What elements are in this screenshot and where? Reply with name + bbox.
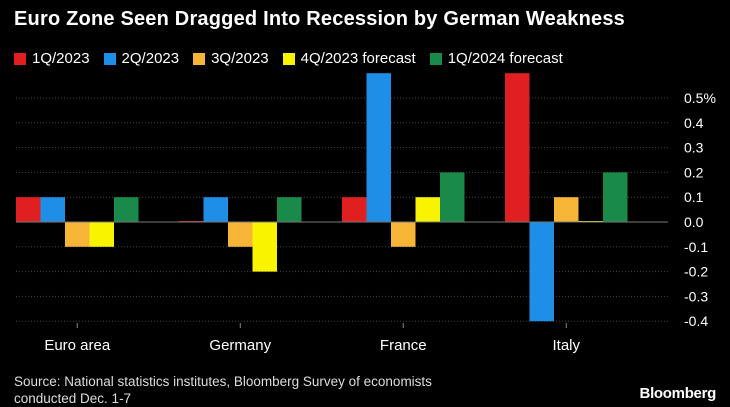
legend-label: 2Q/2023: [121, 50, 180, 67]
bar: [228, 222, 253, 247]
bar: [89, 222, 114, 247]
legend-label: 4Q/2023 forecast: [300, 50, 416, 67]
bar: [40, 197, 65, 222]
y-tick-label: 0.5%: [684, 90, 716, 106]
bar: [16, 197, 41, 222]
bar: [415, 197, 440, 222]
bar: [391, 222, 416, 247]
y-tick-label: 0.4: [684, 115, 704, 131]
legend-item: 1Q/2024 forecast: [429, 50, 563, 67]
bar: [554, 197, 579, 222]
legend-swatch: [282, 52, 295, 65]
bar: [603, 172, 628, 222]
legend-item: 2Q/2023: [103, 50, 180, 67]
y-tick-label: 0.3: [684, 140, 704, 156]
legend-item: 1Q/2023: [14, 50, 90, 67]
source-line: conducted Dec. 1-7: [14, 391, 132, 406]
y-tick-label: -0.4: [684, 313, 708, 329]
legend-label: 3Q/2023: [211, 50, 269, 67]
y-tick-label: 0.0: [684, 214, 704, 230]
legend-swatch: [103, 52, 116, 65]
bloomberg-logo: Bloomberg: [639, 385, 717, 402]
y-tick-label: -0.3: [684, 288, 708, 304]
bar: [342, 197, 367, 222]
source-note: Source: National statistics institutes, …: [14, 373, 432, 407]
bar: [505, 73, 530, 222]
legend: 1Q/2023 2Q/2023 3Q/2023 4Q/2023 forecast…: [14, 50, 563, 67]
legend-label: 1Q/2023: [32, 50, 90, 67]
y-tick-label: -0.2: [684, 264, 708, 280]
chart-title: Euro Zone Seen Dragged Into Recession by…: [14, 8, 626, 30]
bar: [529, 222, 554, 322]
source-line: Source: National statistics institutes, …: [14, 374, 432, 389]
bar: [440, 172, 465, 222]
legend-label: 1Q/2024 forecast: [447, 50, 563, 67]
bar: [277, 197, 302, 222]
x-tick-label: France: [380, 337, 427, 354]
x-tick-label: Italy: [552, 337, 580, 354]
y-tick-label: 0.1: [684, 189, 704, 205]
legend-swatch: [14, 52, 26, 65]
legend-swatch: [193, 52, 206, 65]
y-tick-label: -0.1: [684, 239, 708, 255]
bar: [203, 197, 228, 222]
bar: [65, 222, 90, 247]
x-tick-label: Euro area: [44, 337, 111, 354]
bar: [114, 197, 139, 222]
legend-swatch: [429, 52, 442, 65]
bar: [252, 222, 277, 272]
legend-item: 4Q/2023 forecast: [282, 50, 416, 67]
legend-item: 3Q/2023: [193, 50, 269, 67]
bar: [366, 73, 391, 222]
x-tick-label: Germany: [209, 337, 271, 354]
y-tick-label: 0.2: [684, 164, 704, 180]
